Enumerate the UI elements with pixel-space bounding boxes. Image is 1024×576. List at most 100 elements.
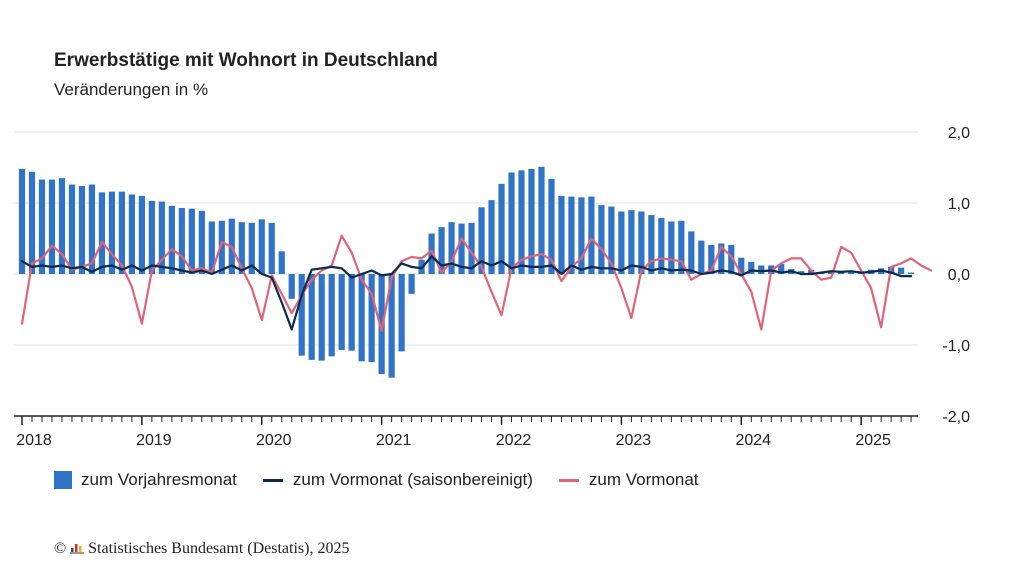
bar — [668, 221, 675, 274]
bar — [438, 227, 445, 274]
bar — [378, 274, 385, 375]
bar — [658, 217, 665, 274]
bar — [178, 207, 185, 274]
legend-label-vormonat-saisonbereinigt: zum Vormonat (saisonbereinigt) — [292, 470, 533, 489]
x-tick-label: 2019 — [136, 432, 172, 449]
bar — [508, 172, 515, 274]
bar — [108, 191, 116, 274]
y-tick-label: -1,0 — [942, 338, 970, 355]
bar — [148, 200, 155, 274]
bar — [758, 265, 765, 274]
bar — [208, 221, 215, 274]
source-credit: © Statistisches Bundesamt (Destatis), 20… — [54, 540, 349, 558]
bar — [698, 240, 705, 274]
bar — [128, 194, 135, 274]
bar — [318, 274, 325, 361]
bar — [848, 271, 855, 274]
legend-item-vorjahresmonat[interactable]: zum Vorjahresmonat — [54, 470, 237, 490]
legend-line-swatch-pink — [558, 478, 579, 482]
legend-label-vormonat: zum Vormonat — [588, 470, 699, 489]
bar — [598, 205, 605, 274]
bar — [748, 261, 755, 274]
bar — [648, 215, 655, 274]
bar — [488, 200, 495, 274]
bar — [358, 274, 365, 362]
bar — [498, 183, 505, 274]
x-tick-label: 2022 — [496, 432, 532, 449]
bar — [158, 201, 165, 274]
x-tick-label: 2025 — [855, 432, 891, 449]
bar — [638, 211, 645, 274]
bar — [728, 244, 735, 274]
source-text: Statistisches Bundesamt (Destatis), 2025 — [88, 540, 350, 557]
bar — [48, 179, 56, 274]
bar — [458, 223, 465, 274]
line-vormonat — [20, 234, 933, 332]
bar — [38, 179, 46, 274]
bar — [338, 274, 345, 350]
destatis-logo-icon — [70, 544, 85, 554]
bar — [558, 195, 565, 274]
legend: zum Vorjahresmonat zum Vormonat (saisonb… — [54, 470, 725, 490]
bar — [578, 197, 585, 274]
bar — [398, 274, 405, 352]
bar — [18, 168, 26, 274]
bar — [568, 196, 575, 274]
legend-item-vormonat-saisonbereinigt[interactable]: zum Vormonat (saisonbereinigt) — [262, 470, 533, 490]
line-vormonat-saisonbereinigt — [20, 255, 913, 331]
bar — [298, 274, 305, 356]
bar — [898, 267, 905, 274]
bar — [388, 274, 395, 378]
chart-title: Erwerbstätige mit Wohnort in Deutschland — [54, 50, 438, 71]
y-tick-label: 1,0 — [948, 196, 970, 213]
bar — [548, 178, 555, 274]
bar — [288, 274, 295, 299]
bar — [468, 222, 475, 274]
bar — [718, 243, 725, 274]
bar — [188, 208, 195, 274]
bar — [278, 251, 285, 274]
bar — [688, 231, 695, 274]
bar — [88, 184, 96, 274]
bar — [78, 185, 86, 274]
bar — [828, 271, 835, 274]
bar — [708, 244, 715, 274]
bar — [328, 274, 335, 357]
bar — [258, 219, 265, 274]
x-tick-label: 2020 — [256, 432, 292, 449]
bar — [678, 220, 685, 274]
bar — [428, 233, 435, 274]
bar — [588, 196, 595, 274]
x-tick-label: 2018 — [16, 432, 52, 449]
y-tick-label: 0,0 — [948, 267, 970, 284]
bar — [368, 274, 375, 363]
chart-subtitle: Veränderungen in % — [54, 80, 209, 99]
bar — [528, 168, 535, 274]
y-tick-label: 2,0 — [948, 125, 970, 142]
bar — [248, 222, 255, 274]
bar — [608, 206, 615, 274]
bar — [478, 207, 485, 274]
bar — [348, 274, 355, 351]
bar — [98, 192, 106, 274]
bar — [268, 222, 275, 274]
bar — [218, 220, 225, 274]
bar — [778, 264, 785, 274]
bar — [518, 170, 525, 274]
bar — [798, 271, 805, 274]
bar — [538, 166, 545, 274]
bar — [618, 211, 625, 274]
bar — [628, 210, 635, 274]
legend-item-vormonat[interactable]: zum Vormonat — [558, 470, 699, 490]
bar — [238, 222, 245, 274]
y-tick-label: -2,0 — [942, 409, 970, 426]
bar — [138, 195, 145, 274]
bar — [58, 178, 66, 274]
legend-bar-swatch — [54, 471, 72, 489]
copyright-symbol: © — [54, 540, 67, 557]
bar — [168, 205, 175, 274]
legend-label-vorjahresmonat: zum Vorjahresmonat — [81, 470, 237, 489]
x-tick-label: 2023 — [616, 432, 652, 449]
bar — [28, 171, 36, 274]
